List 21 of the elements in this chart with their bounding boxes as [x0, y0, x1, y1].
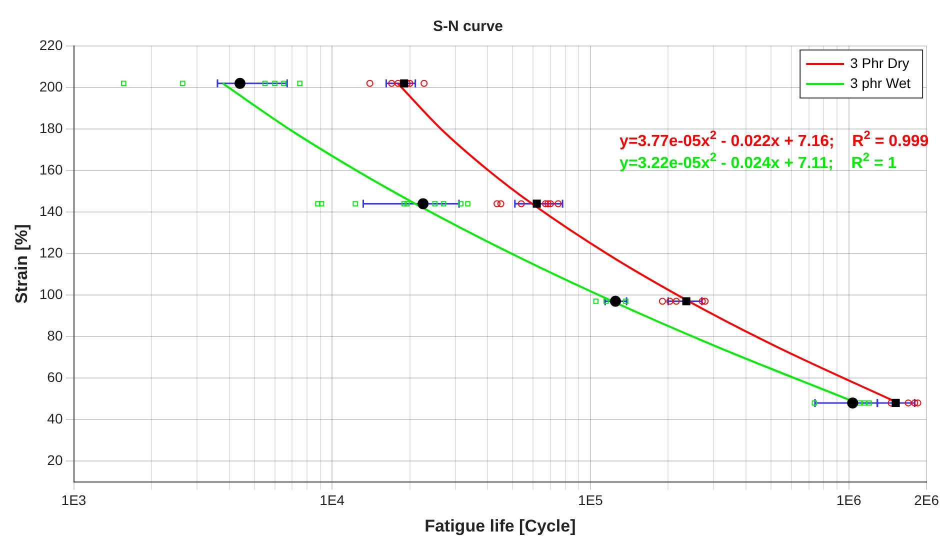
x-tick-label: 1E6 [836, 492, 862, 508]
y-tick-label: 160 [39, 161, 63, 178]
x-tick-label: 1E5 [578, 492, 604, 508]
y-tick-label: 120 [39, 244, 63, 260]
y-tick-label: 200 [39, 78, 63, 94]
x-tick-label: 1E3 [61, 492, 86, 508]
legend-label: 3 Phr Dry [850, 54, 910, 71]
x-axis-title: Fatigue life [Cycle] [424, 516, 576, 536]
x-tick-label: 1E4 [320, 492, 345, 508]
y-tick-label: 60 [47, 368, 63, 385]
y-tick-label: 40 [47, 410, 63, 426]
y-tick-label: 220 [39, 36, 63, 53]
y-tick-label: 100 [39, 286, 63, 302]
y-tick-label: 180 [39, 120, 63, 136]
y-tick-label: 140 [39, 202, 63, 219]
y-tick-label: 80 [47, 327, 63, 344]
chart-title: S-N curve [432, 18, 504, 36]
y-tick-label: 20 [47, 452, 63, 468]
x-tick-label: 2E6 [914, 492, 940, 508]
legend-label: 3 phr Wet [850, 74, 911, 91]
y-axis-title: Strain [%] [12, 224, 31, 304]
